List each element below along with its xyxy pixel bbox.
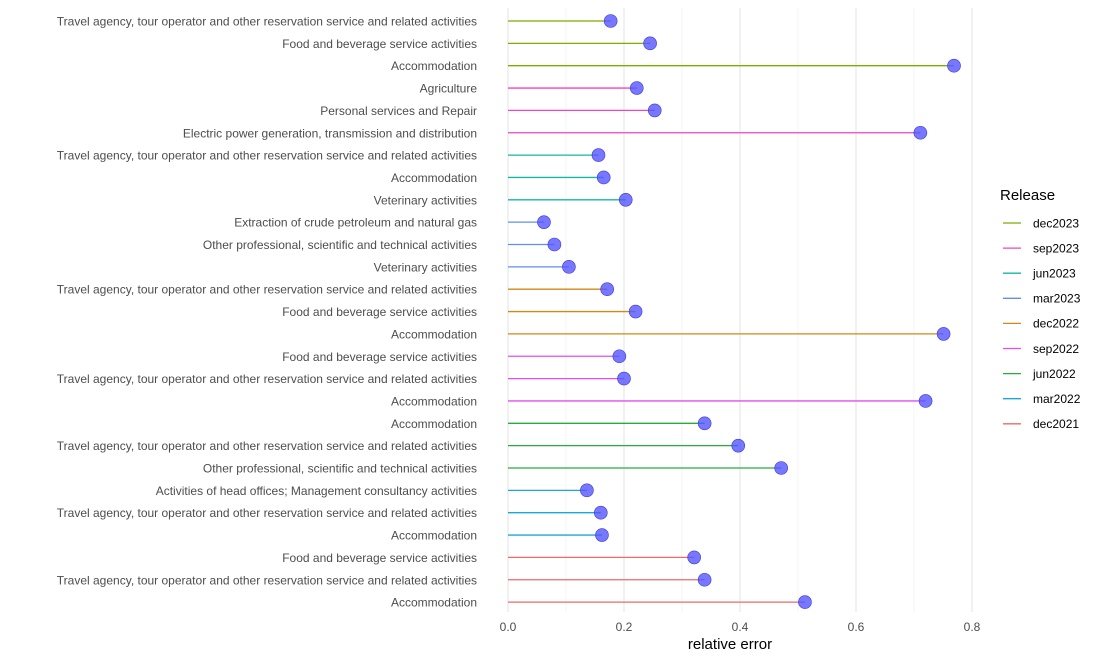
- category-label: Personal services and Repair: [320, 104, 477, 118]
- legend-label-dec2023: dec2023: [1033, 216, 1079, 230]
- legend-label-dec2022: dec2022: [1033, 317, 1079, 331]
- data-point: [612, 349, 627, 364]
- category-label: Other professional, scientific and techn…: [203, 462, 477, 476]
- category-label: Other professional, scientific and techn…: [203, 238, 477, 252]
- gridlines: [507, 8, 973, 612]
- data-point: [593, 505, 608, 520]
- data-point: [687, 550, 701, 565]
- x-tick-label: 0.4: [732, 620, 749, 634]
- legend-label-mar2022: mar2022: [1033, 392, 1081, 406]
- legend-items: dec2023 sep2023 jun2023 mar2023 dec2022 sep20…: [1003, 216, 1081, 431]
- x-axis-ticks: 0.0 0.2 0.4 0.6 0.8: [500, 620, 981, 634]
- category-label: Accommodation: [391, 596, 477, 610]
- category-label: Travel agency, tour operator and other r…: [57, 573, 477, 587]
- category-label: Travel agency, tour operator and other r…: [57, 439, 477, 453]
- category-label: Extraction of crude petroleum and natura…: [234, 216, 477, 230]
- data-point: [595, 528, 609, 542]
- data-point: [603, 14, 618, 28]
- data-point: [643, 36, 657, 51]
- data-point: [697, 572, 712, 587]
- data-point: [617, 371, 631, 386]
- category-label: Accommodation: [391, 327, 477, 341]
- data-point: [537, 215, 551, 229]
- category-label: Accommodation: [391, 529, 477, 543]
- data-point: [628, 304, 643, 319]
- category-label: Accommodation: [391, 59, 477, 73]
- category-label: Travel agency, tour operator and other r…: [57, 372, 477, 386]
- category-label: Veterinary activities: [374, 193, 477, 207]
- category-label: Food and beverage service activities: [282, 37, 477, 51]
- legend-label-sep2023: sep2023: [1033, 241, 1079, 255]
- category-label: Food and beverage service activities: [282, 551, 477, 565]
- legend-label-dec2021: dec2021: [1033, 417, 1079, 431]
- data-point: [936, 327, 951, 341]
- data-point: [798, 595, 812, 609]
- legend-label-jun2022: jun2022: [1032, 367, 1076, 381]
- legend-label-mar2023: mar2023: [1033, 292, 1081, 306]
- x-tick-label: 0.2: [616, 620, 633, 634]
- data-point: [913, 125, 928, 140]
- category-label: Accommodation: [391, 171, 477, 185]
- category-label: Travel agency, tour operator and other r…: [57, 15, 477, 29]
- category-label: Travel agency, tour operator and other r…: [57, 506, 477, 520]
- category-label: Accommodation: [391, 394, 477, 408]
- data-point: [591, 148, 606, 162]
- lollipop-points: [537, 14, 961, 609]
- legend-title: Release: [1000, 187, 1055, 204]
- category-labels: Travel agency, tour operator and other r…: [57, 15, 478, 610]
- data-point: [697, 416, 712, 431]
- legend-label-jun2023: jun2023: [1032, 267, 1076, 281]
- data-point: [580, 483, 594, 498]
- data-point: [596, 170, 611, 185]
- x-tick-label: 0.0: [500, 620, 517, 634]
- category-label: Travel agency, tour operator and other r…: [57, 283, 477, 297]
- data-point: [731, 438, 746, 453]
- data-point: [562, 260, 576, 274]
- category-label: Electric power generation, transmission …: [183, 126, 477, 140]
- data-point: [947, 58, 961, 73]
- x-tick-label: 0.6: [848, 620, 865, 634]
- category-label: Travel agency, tour operator and other r…: [57, 149, 477, 163]
- category-label: Activities of head offices; Management c…: [156, 484, 477, 498]
- category-label: Veterinary activities: [374, 260, 477, 274]
- category-label: Agriculture: [420, 82, 478, 96]
- legend-label-sep2022: sep2022: [1033, 342, 1079, 356]
- x-tick-label: 0.8: [964, 620, 981, 634]
- data-point: [547, 237, 562, 252]
- data-point: [600, 282, 614, 297]
- category-label: Food and beverage service activities: [282, 305, 477, 319]
- data-point: [918, 394, 933, 408]
- data-point: [629, 81, 644, 95]
- category-label: Accommodation: [391, 417, 477, 431]
- data-point: [774, 461, 788, 475]
- data-point: [647, 103, 662, 118]
- legend: Release dec2023sep2023jun2023mar2023dec2…: [1000, 187, 1081, 431]
- category-label: Food and beverage service activities: [282, 350, 477, 364]
- data-point: [618, 193, 633, 207]
- lollipop-stems: [508, 20, 955, 603]
- x-axis-title: relative error: [688, 636, 772, 653]
